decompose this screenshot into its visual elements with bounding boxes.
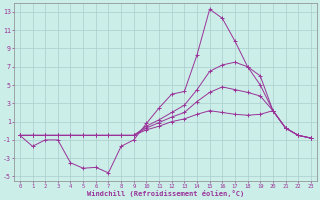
X-axis label: Windchill (Refroidissement éolien,°C): Windchill (Refroidissement éolien,°C) bbox=[87, 190, 244, 197]
